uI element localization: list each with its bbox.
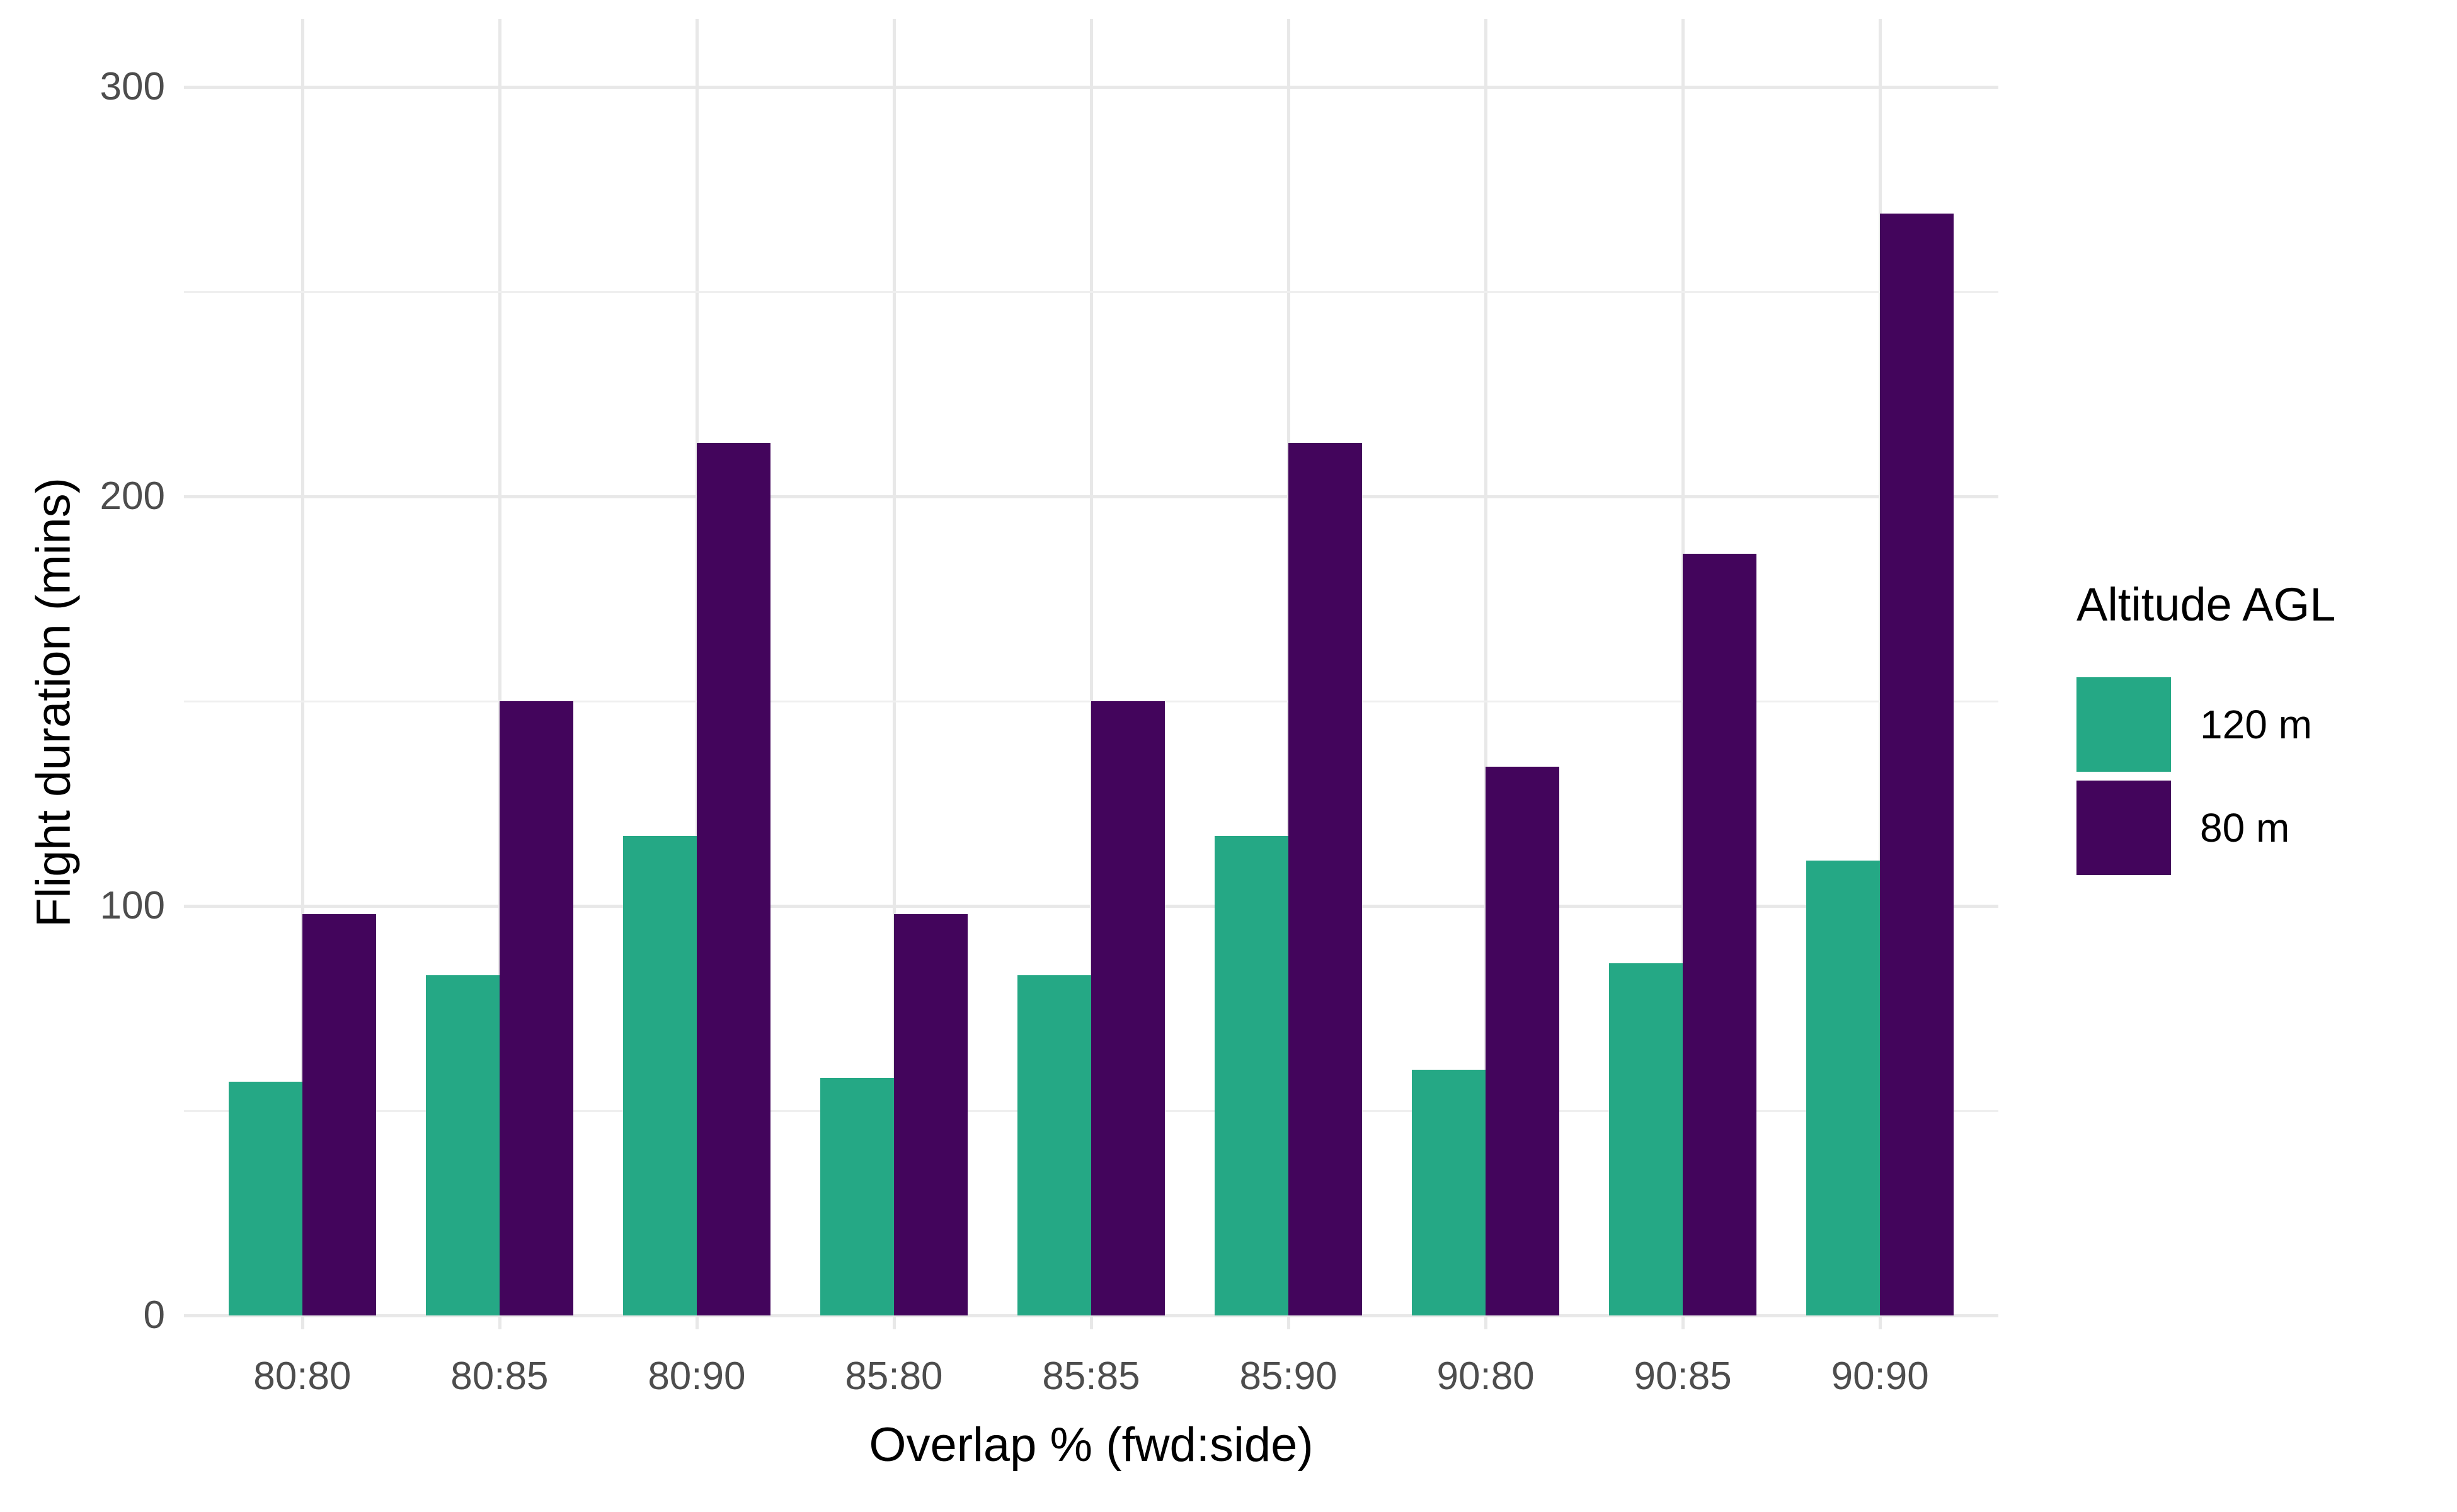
x-tick-label-90:80: 90:80	[1436, 1354, 1535, 1398]
legend-label-80m: 80 m	[2200, 805, 2290, 850]
x-tick-label-85:85: 85:85	[1042, 1354, 1140, 1398]
x-tick-label-85:90: 85:90	[1239, 1354, 1337, 1398]
legend-item-120m: 120 m	[2076, 677, 2454, 772]
bar-85:80-80m	[893, 914, 968, 1315]
legend-title: Altitude AGL	[2076, 578, 2336, 631]
major-gridline-200	[184, 495, 1998, 498]
x-tick-label-90:90: 90:90	[1831, 1354, 1929, 1398]
bar-80:80-80m	[302, 914, 376, 1315]
vertical-gridline-85:80	[892, 19, 896, 1329]
vertical-gridline-90:80	[1484, 19, 1488, 1329]
bar-90:90-80m	[1880, 214, 1954, 1315]
x-tick-label-80:85: 80:85	[450, 1354, 549, 1398]
x-axis-title: Overlap % (fwd:side)	[869, 1418, 1314, 1472]
y-tick-label-300: 300	[100, 65, 165, 108]
y-axis-title: Flight duration (mins)	[26, 478, 81, 927]
legend: Altitude AGL 120 m 80 m	[2076, 580, 2454, 884]
vertical-gridline-85:85	[1090, 19, 1093, 1329]
bar-80:90-80m	[696, 443, 770, 1315]
bar-85:85-80m	[1091, 701, 1165, 1315]
legend-key-swatch-80m	[2076, 781, 2171, 875]
bar-90:80-80m	[1486, 767, 1560, 1315]
major-gridline-300	[184, 86, 1998, 89]
x-tick-label-80:90: 80:90	[648, 1354, 746, 1398]
vertical-gridline-80:80	[301, 19, 304, 1329]
y-tick-label-100: 100	[100, 884, 165, 927]
x-tick-label-80:80: 80:80	[253, 1354, 352, 1398]
legend-item-80m: 80 m	[2076, 781, 2454, 875]
bar-85:90-80m	[1288, 443, 1363, 1315]
legend-key-swatch-120m	[2076, 677, 2171, 772]
y-tick-label-0: 0	[143, 1293, 165, 1337]
x-tick-label-85:80: 85:80	[845, 1354, 943, 1398]
minor-gridline-250	[184, 291, 1998, 293]
y-tick-label-200: 200	[100, 474, 165, 518]
major-gridline-0	[184, 1314, 1998, 1317]
bar-80:85-80m	[499, 701, 573, 1315]
vertical-gridline-80:85	[498, 19, 501, 1329]
legend-label-120m: 120 m	[2200, 702, 2312, 747]
bar-90:85-80m	[1683, 554, 1757, 1315]
plot-panel	[184, 19, 1998, 1329]
legend-items: 120 m 80 m	[2076, 677, 2454, 875]
x-tick-label-90:85: 90:85	[1634, 1354, 1732, 1398]
